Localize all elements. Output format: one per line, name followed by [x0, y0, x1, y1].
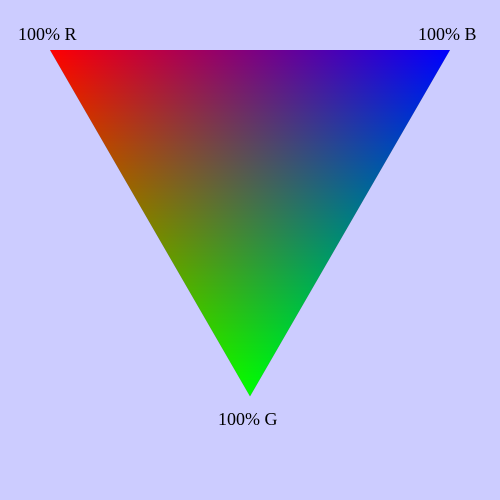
blue-vertex-label: 100% B	[418, 24, 477, 44]
green-gradient-layer	[50, 50, 450, 397]
red-vertex-label: 100% R	[18, 24, 77, 44]
green-vertex-label: 100% G	[218, 409, 278, 429]
